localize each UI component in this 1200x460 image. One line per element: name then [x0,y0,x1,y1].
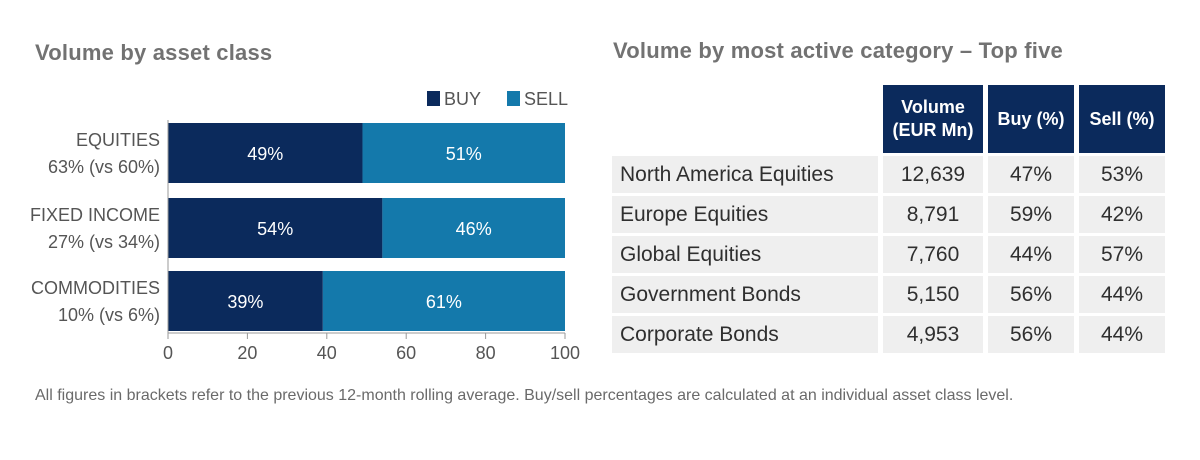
x-tick-label: 20 [237,343,257,363]
cell-sell: 44% [1079,316,1165,353]
table-title: Volume by most active category – Top fiv… [613,38,1063,63]
category-sublabel: 10% (vs 6%) [58,305,160,325]
x-tick-label: 100 [550,343,580,363]
category-label: COMMODITIES [31,278,160,298]
x-tick-label: 40 [317,343,337,363]
cell-volume: 5,150 [883,276,983,313]
header-buy: Buy (%) [988,85,1074,153]
category-table: Volume (EUR Mn) Buy (%) Sell (%) North Am… [607,82,1170,356]
table-row: Government Bonds 5,150 56% 44% [612,276,1165,313]
legend-swatch-buy [427,91,440,106]
legend-label: SELL [524,89,568,109]
x-tick-label: 60 [396,343,416,363]
asset-class-chart: 49% 51% EQUITIES 63% (vs 60%) 54% 46% FIXED IN… [30,89,580,363]
category-sublabel: 63% (vs 60%) [48,157,160,177]
cell-volume: 7,760 [883,236,983,273]
bar-buy [168,198,383,258]
header-volume: Volume (EUR Mn) [883,85,983,153]
cell-sell: 53% [1079,156,1165,193]
data-label: 54% [257,219,293,239]
legend-label: BUY [444,89,481,109]
cell-sell: 42% [1079,196,1165,233]
cell-buy: 47% [988,156,1074,193]
data-label: 61% [426,292,462,312]
cell-volume: 8,791 [883,196,983,233]
data-label: 46% [456,219,492,239]
cell-buy: 56% [988,316,1074,353]
header-blank [612,85,878,153]
footnote: All figures in brackets refer to the pre… [35,387,1014,404]
cell-buy: 56% [988,276,1074,313]
data-label: 49% [247,144,283,164]
cell-sell: 57% [1079,236,1165,273]
cell-name: Global Equities [612,236,878,273]
table-row: Global Equities 7,760 44% 57% [612,236,1165,273]
cell-name: North America Equities [612,156,878,193]
bar-sell [362,123,565,183]
table-row: Corporate Bonds 4,953 56% 44% [612,316,1165,353]
bar-buy [168,123,363,183]
x-tick-label: 80 [476,343,496,363]
table-row: North America Equities 12,639 47% 53% [612,156,1165,193]
header-sell: Sell (%) [1079,85,1165,153]
category-label: FIXED INCOME [30,205,160,225]
cell-sell: 44% [1079,276,1165,313]
cell-buy: 59% [988,196,1074,233]
category-sublabel: 27% (vs 34%) [48,232,160,252]
data-label: 51% [446,144,482,164]
category-label: EQUITIES [76,130,160,150]
bar-buy [168,271,323,331]
bar-sell [382,198,565,258]
table-header-row: Volume (EUR Mn) Buy (%) Sell (%) [612,85,1165,153]
table-row: Europe Equities 8,791 59% 42% [612,196,1165,233]
chart-title: Volume by asset class [35,40,273,65]
data-label: 39% [227,292,263,312]
cell-name: Europe Equities [612,196,878,233]
cell-name: Corporate Bonds [612,316,878,353]
cell-volume: 4,953 [883,316,983,353]
cell-volume: 12,639 [883,156,983,193]
x-tick-label: 0 [163,343,173,363]
cell-buy: 44% [988,236,1074,273]
legend-swatch-sell [507,91,520,106]
cell-name: Government Bonds [612,276,878,313]
bar-sell [322,271,565,331]
